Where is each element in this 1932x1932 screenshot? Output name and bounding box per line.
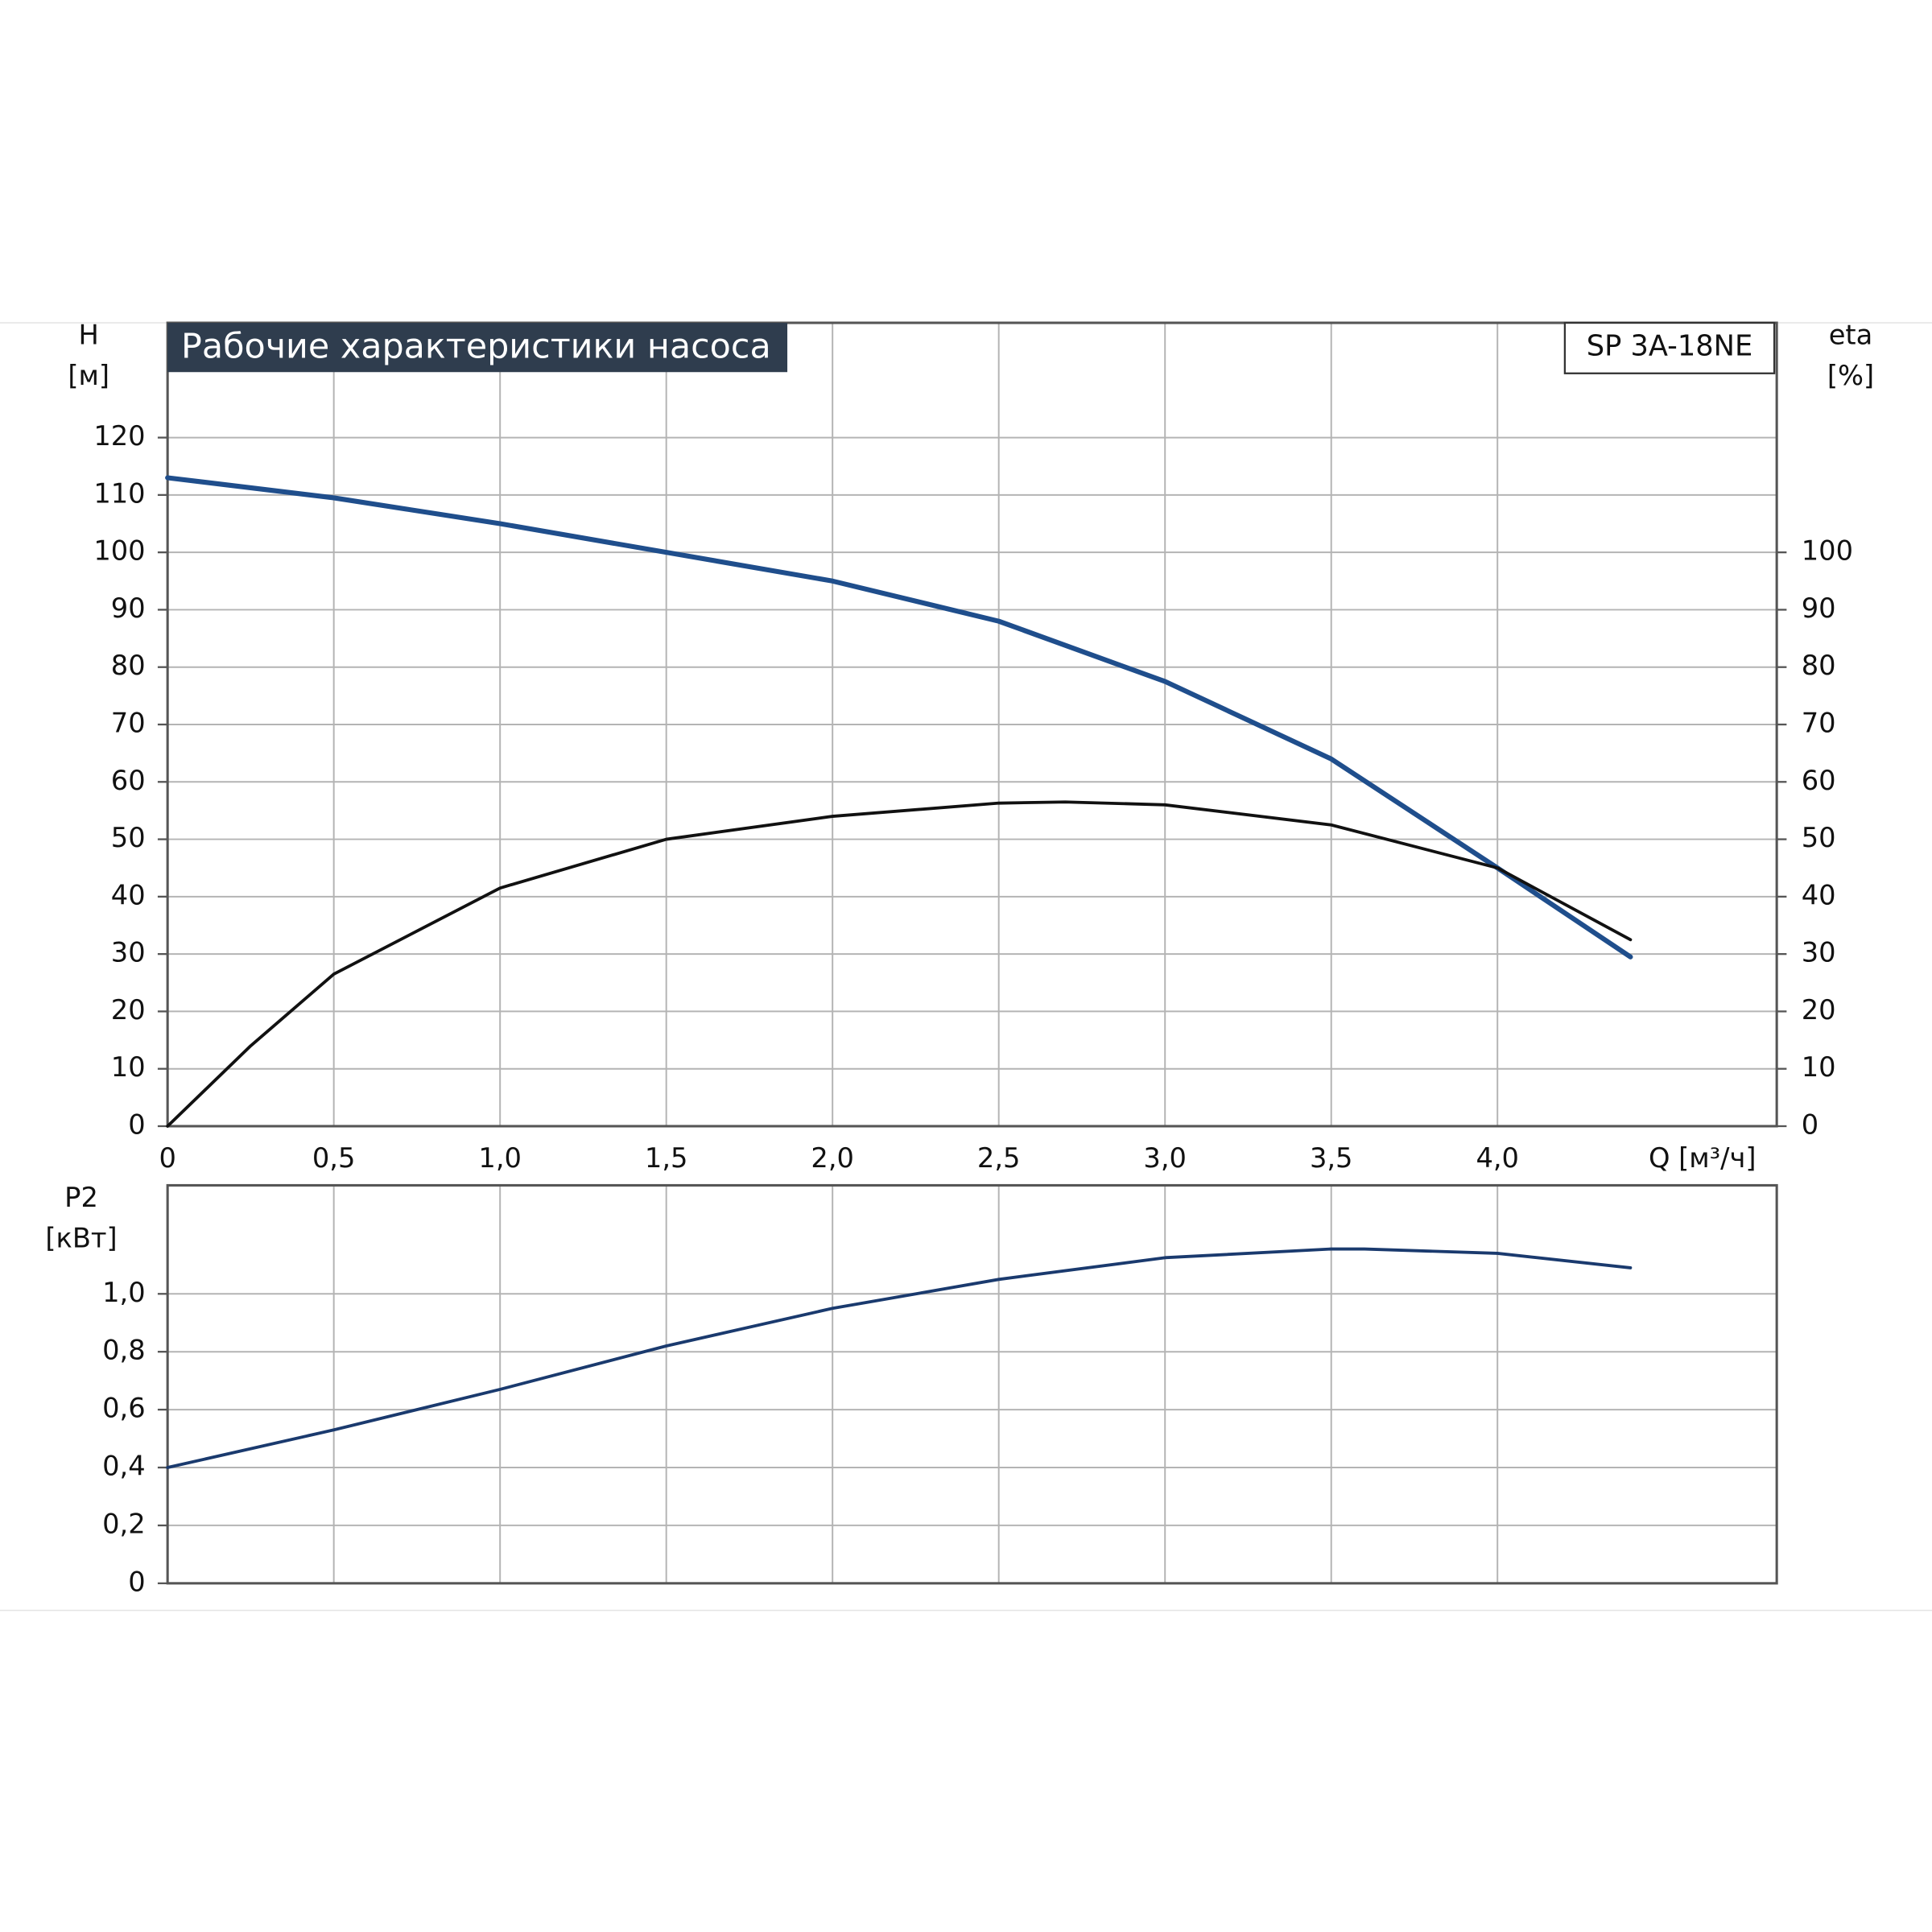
y-tick-label: 0,4 bbox=[102, 1451, 146, 1482]
y2-tick-label: 100 bbox=[1802, 535, 1853, 567]
y-axis-unit: [м] bbox=[68, 360, 109, 391]
curve bbox=[166, 1247, 1633, 1469]
title-box bbox=[167, 323, 788, 373]
y-tick-label: 0,6 bbox=[102, 1393, 146, 1424]
x-tick-label: 0 bbox=[159, 1142, 175, 1174]
x-tick-label: 2,5 bbox=[977, 1142, 1021, 1174]
y2-tick-label: 0 bbox=[1802, 1108, 1818, 1140]
y2-tick-label: 60 bbox=[1802, 765, 1836, 796]
y-tick-label: 0 bbox=[128, 1108, 145, 1140]
y-tick-label: 100 bbox=[93, 535, 145, 567]
y-axis-unit: [кВт] bbox=[45, 1222, 117, 1253]
plot-layer: 0 0,5 1,0 1,5 2,0 2,5 3,0 3,5 4,0 0 10 20 30 40 50 60 70… bbox=[93, 321, 1853, 1597]
y2-tick-label: 30 bbox=[1802, 937, 1836, 968]
y-tick-label: 1,0 bbox=[102, 1277, 146, 1308]
y2-tick-label: 90 bbox=[1802, 592, 1836, 624]
y-tick-label: 30 bbox=[111, 937, 146, 968]
y-tick-label: 60 bbox=[111, 765, 146, 796]
y-tick-label: 70 bbox=[111, 708, 146, 739]
y-tick-label: 40 bbox=[111, 879, 146, 910]
plot-frame bbox=[166, 1183, 1778, 1585]
y2-tick-label: 80 bbox=[1802, 650, 1836, 681]
x-tick-label: 3,0 bbox=[1143, 1142, 1187, 1174]
y-tick-label: 0,2 bbox=[102, 1508, 146, 1539]
x-tick-label: 4,0 bbox=[1476, 1142, 1519, 1174]
y2-axis-name: eta bbox=[1829, 319, 1873, 350]
y-axis-name: P2 bbox=[64, 1182, 98, 1213]
y2-tick-label: 10 bbox=[1802, 1051, 1836, 1083]
x-tick-label: 1,0 bbox=[478, 1142, 522, 1174]
y-tick-label: 10 bbox=[111, 1051, 146, 1083]
x-axis-label: Q [м³/ч] bbox=[1649, 1142, 1757, 1174]
y-axis-name: H bbox=[79, 319, 99, 350]
model-label: SP 3A-18NE bbox=[1587, 330, 1752, 363]
y2-tick-label: 50 bbox=[1802, 822, 1836, 853]
y2-tick-label: 40 bbox=[1802, 879, 1836, 910]
x-tick-label: 1,5 bbox=[645, 1142, 688, 1174]
y2-axis-unit: [%] bbox=[1827, 360, 1874, 391]
curve bbox=[165, 475, 1633, 960]
y-tick-label: 90 bbox=[111, 592, 146, 624]
y-tick-label: 50 bbox=[111, 822, 146, 853]
y2-tick-label: 70 bbox=[1802, 708, 1836, 739]
y-tick-label: 20 bbox=[111, 994, 146, 1026]
plot-frame bbox=[166, 321, 1778, 1128]
x-tick-label: 3,5 bbox=[1310, 1142, 1353, 1174]
y-tick-label: 0 bbox=[128, 1566, 145, 1597]
y-tick-label: 0,8 bbox=[102, 1335, 146, 1366]
chart-title: Рабочие характеристики насоса bbox=[181, 327, 771, 367]
y-tick-label: 120 bbox=[93, 420, 145, 452]
model-box bbox=[1563, 321, 1776, 374]
x-tick-label: 2,0 bbox=[811, 1142, 854, 1174]
y-tick-label: 110 bbox=[93, 477, 145, 509]
x-tick-label: 0,5 bbox=[312, 1142, 356, 1174]
y-tick-label: 80 bbox=[111, 650, 146, 681]
y2-tick-label: 20 bbox=[1802, 994, 1836, 1026]
curve bbox=[166, 800, 1633, 1128]
